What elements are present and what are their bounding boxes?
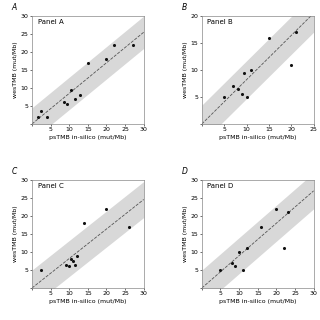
Point [244,246,249,251]
Point [61,100,66,105]
Point [39,109,44,114]
Point [293,30,298,35]
Point [68,87,74,92]
Point [44,114,50,119]
Point [35,114,40,119]
Point [82,221,87,226]
Point [104,206,109,212]
Point [126,224,132,229]
Point [233,264,238,269]
Text: A: A [12,3,17,12]
Y-axis label: wesTMB (mut/Mb): wesTMB (mut/Mb) [13,42,18,98]
Point [78,92,83,98]
X-axis label: psTMB in-silico (mut/Mb): psTMB in-silico (mut/Mb) [219,135,296,140]
Point [231,84,236,89]
Point [240,92,245,97]
Point [229,260,234,265]
Y-axis label: wesTMB (mut/Mb): wesTMB (mut/Mb) [183,206,188,262]
Point [74,253,79,258]
Point [235,86,240,92]
X-axis label: psTMB in-silico (mut/Mb): psTMB in-silico (mut/Mb) [219,299,296,304]
Y-axis label: wesTMB (mut/Mb): wesTMB (mut/Mb) [13,206,18,262]
Point [72,262,77,267]
Text: B: B [182,3,187,12]
Y-axis label: wesTMB (mut/Mb): wesTMB (mut/Mb) [183,42,188,98]
Point [39,268,44,273]
Point [240,268,245,273]
X-axis label: psTMB in-silico (mut/Mb): psTMB in-silico (mut/Mb) [49,299,127,304]
Point [65,101,70,107]
Point [130,42,135,47]
Point [274,206,279,212]
Point [236,250,242,255]
Text: Panel B: Panel B [207,19,233,25]
Point [104,57,109,62]
Point [218,268,223,273]
Point [244,94,249,100]
Point [111,42,116,47]
Point [68,257,74,262]
Text: Panel C: Panel C [37,183,63,189]
Point [285,210,290,215]
Point [72,96,77,101]
Point [70,259,76,264]
Point [289,62,294,67]
Text: Panel D: Panel D [207,183,234,189]
Text: D: D [182,167,188,176]
Point [266,35,271,40]
Point [242,70,247,75]
Point [281,246,286,251]
Point [85,60,91,65]
Point [222,94,227,100]
Text: Panel A: Panel A [37,19,63,25]
Point [248,68,253,73]
X-axis label: psTMB in-silico (mut/Mb): psTMB in-silico (mut/Mb) [49,135,127,140]
Point [67,264,72,269]
Point [259,224,264,229]
Point [63,262,68,267]
Text: C: C [12,167,17,176]
